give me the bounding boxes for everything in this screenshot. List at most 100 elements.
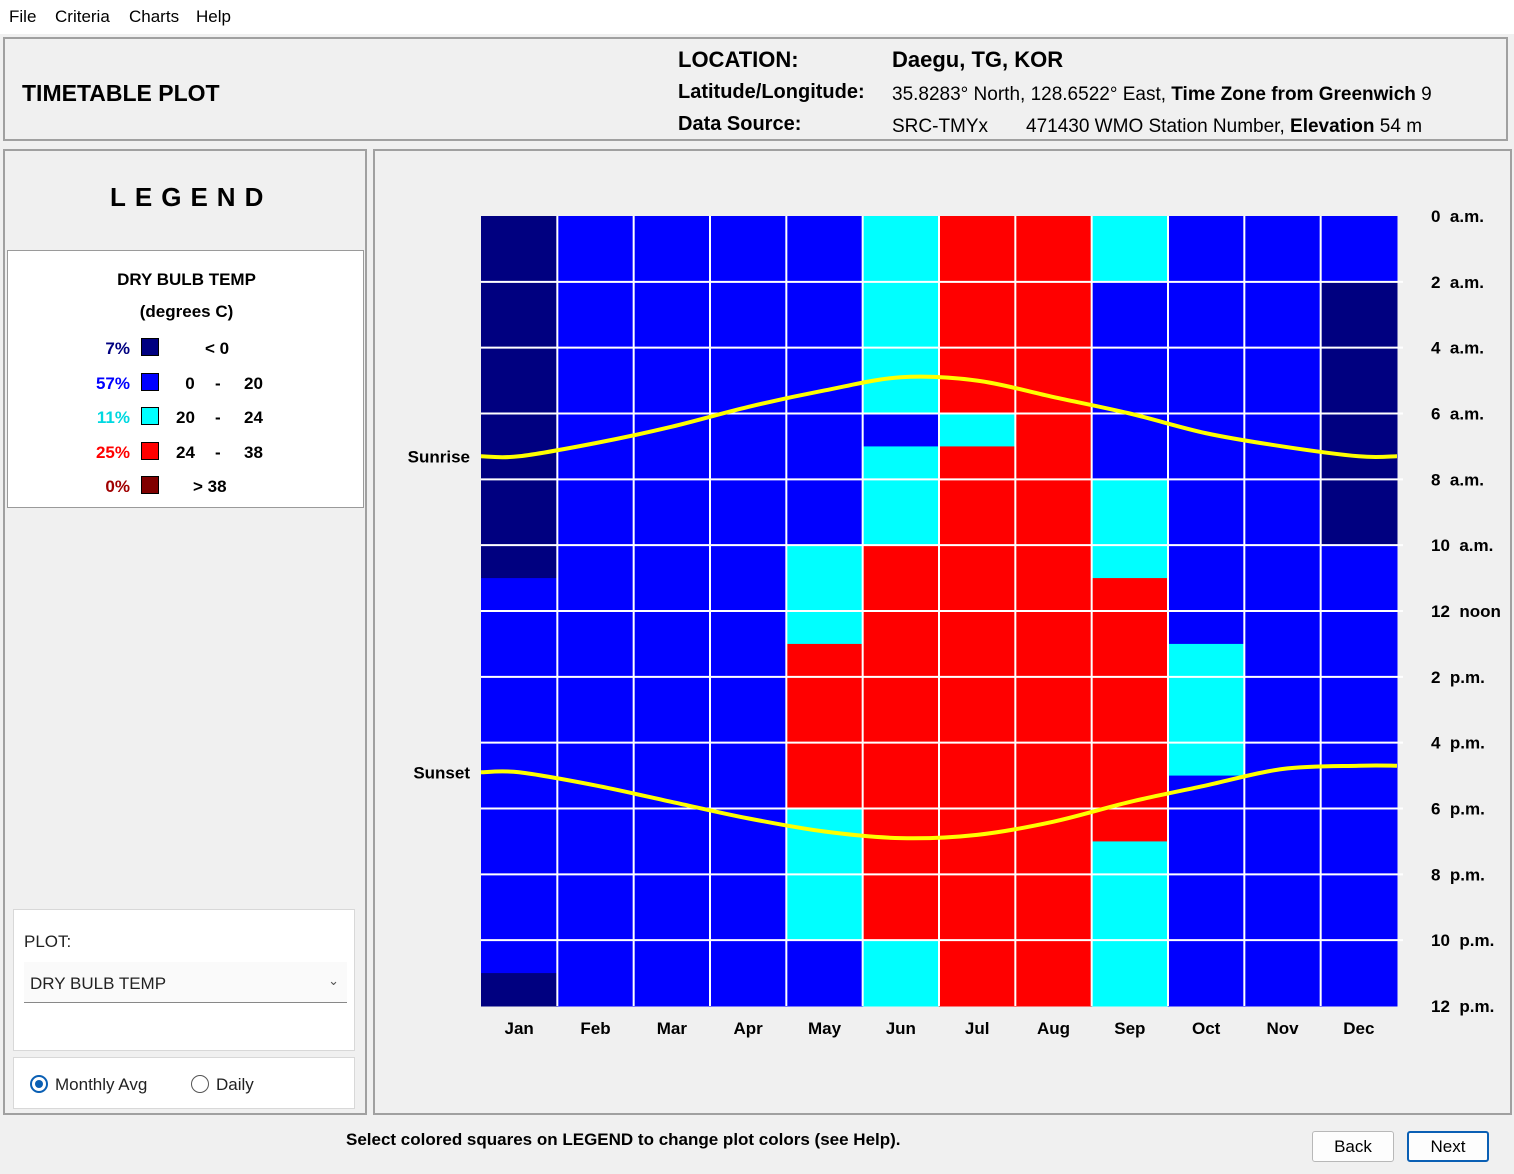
header-panel — [3, 37, 1508, 141]
legend-range-5-low: > 38 — [193, 477, 227, 496]
heatmap-cell — [862, 446, 940, 546]
legend-range-4-low: 24 — [176, 443, 195, 462]
legend-units: (degrees C) — [139, 302, 234, 321]
y-tick-label: 6 p.m. — [1431, 800, 1485, 819]
source-value: SRC-TMYx — [892, 116, 989, 137]
y-tick-label: 12 p.m. — [1431, 997, 1494, 1016]
legend-swatch-1[interactable] — [141, 338, 159, 356]
x-tick-label: Sep — [1114, 1019, 1145, 1038]
x-tick-label: Jun — [886, 1019, 916, 1038]
page-title: TIMETABLE PLOT — [22, 80, 220, 106]
heatmap-cell — [1168, 775, 1245, 1007]
heatmap-cell — [786, 643, 864, 809]
sunset-label: Sunset — [413, 763, 470, 782]
timezone-label: Time Zone from Greenwich — [1171, 84, 1416, 105]
sunrise-label: Sunrise — [408, 447, 470, 466]
legend-pct-4: 25% — [95, 443, 130, 462]
heatmap-cell — [862, 413, 940, 447]
y-tick-label: 12 noon — [1431, 602, 1501, 621]
menu-criteria[interactable]: Criteria — [55, 7, 110, 26]
x-tick-label: Nov — [1266, 1019, 1299, 1038]
y-tick-label: 8 a.m. — [1431, 470, 1484, 489]
footer-note: Select colored squares on LEGEND to chan… — [346, 1130, 901, 1150]
legend-swatch-4[interactable] — [141, 442, 159, 460]
legend-pct-5: 0% — [105, 477, 130, 496]
y-tick-label: 2 a.m. — [1431, 273, 1484, 292]
location-label: LOCATION: — [678, 47, 799, 72]
heatmap-cell — [1168, 643, 1245, 777]
source-label: Data Source: — [678, 113, 802, 135]
latlon-label: Latitude/Longitude: — [678, 81, 865, 103]
legend-range-4-dash: - — [215, 443, 221, 462]
heatmap-cell — [862, 940, 940, 1007]
legend-swatch-5[interactable] — [141, 476, 159, 494]
heatmap-cell — [1168, 216, 1245, 645]
plot-dropdown[interactable]: DRY BULB TEMP ⌄ — [24, 962, 347, 1003]
legend-range-4-high: 38 — [244, 443, 263, 462]
heatmap-cell — [862, 216, 940, 414]
heatmap-cell — [786, 940, 864, 1007]
heatmap-cell — [1091, 479, 1169, 579]
plot-dropdown-value: DRY BULB TEMP — [30, 974, 167, 993]
mode-radio-box — [13, 1057, 355, 1109]
x-tick-label: Aug — [1037, 1019, 1070, 1038]
x-tick-label: Jan — [505, 1019, 534, 1038]
sunrise-line — [480, 374, 1398, 460]
y-tick-label: 4 p.m. — [1431, 734, 1485, 753]
heatmap-cell — [481, 216, 558, 579]
x-tick-label: Mar — [657, 1019, 688, 1038]
station-row: 471430 WMO Station Number, Elevation 54 … — [1026, 116, 1422, 138]
radio-daily[interactable] — [191, 1075, 209, 1093]
legend-range-3-low: 20 — [176, 408, 195, 427]
y-tick-label: 10 p.m. — [1431, 931, 1494, 950]
chevron-down-icon: ⌄ — [328, 973, 339, 988]
latlon-row: 35.8283° North, 128.6522° East, Time Zon… — [892, 84, 1432, 106]
x-tick-label: Apr — [734, 1019, 764, 1038]
station-value: 471430 WMO Station Number, — [1026, 116, 1285, 137]
legend-range-2-low: 0 — [185, 374, 195, 393]
radio-monthly-avg[interactable] — [30, 1075, 48, 1093]
y-tick-label: 8 p.m. — [1431, 865, 1485, 884]
legend-range-3-dash: - — [215, 408, 221, 427]
heatmap-cell — [1320, 216, 1398, 283]
heatmap-cell — [939, 413, 1016, 447]
x-tick-label: Dec — [1343, 1019, 1374, 1038]
legend-pct-1: 7% — [105, 339, 130, 358]
back-button[interactable]: Back — [1312, 1131, 1394, 1162]
menu-charts[interactable]: Charts — [129, 7, 180, 26]
heatmap-cell — [1320, 545, 1398, 1007]
timetable-chart: Sunrise Sunset Jan Feb Mar Apr May Jun Jul Aug Sep… — [408, 207, 1501, 1038]
y-tick-label: 10 a.m. — [1431, 536, 1493, 555]
radio-daily-label[interactable]: Daily — [216, 1075, 254, 1094]
heatmap-cell — [1091, 216, 1169, 283]
footer-note-suffix: to change plot colors (see Help). — [633, 1130, 901, 1149]
legend-range-2-high: 20 — [244, 374, 263, 393]
heatmap-cell — [786, 545, 864, 645]
menu-help[interactable]: Help — [196, 7, 231, 26]
plot-label: PLOT: — [24, 932, 72, 951]
heatmap-cell — [1091, 841, 1169, 1007]
latlon-value: 35.8283° North, 128.6522° East, — [892, 84, 1166, 105]
heatmap-cell — [939, 446, 1016, 1007]
legend-swatch-3[interactable] — [141, 407, 159, 425]
heatmap-cell — [481, 973, 558, 1007]
footer-note-bold: LEGEND — [562, 1130, 634, 1149]
legend-variable: DRY BULB TEMP — [117, 270, 256, 289]
x-tick-label: May — [808, 1019, 842, 1038]
menu-file[interactable]: File — [9, 7, 37, 26]
x-tick-label: Feb — [580, 1019, 610, 1038]
y-tick-label: 0 a.m. — [1431, 207, 1484, 226]
heatmap-cell — [1091, 281, 1169, 480]
next-button[interactable]: Next — [1407, 1131, 1489, 1162]
timezone-value: 9 — [1421, 84, 1432, 105]
location-value: Daegu, TG, KOR — [892, 47, 1064, 72]
legend-title: LEGEND — [110, 182, 273, 212]
radio-monthly-avg-label[interactable]: Monthly Avg — [55, 1075, 148, 1094]
legend-swatch-2[interactable] — [141, 373, 159, 391]
legend-range-2-dash: - — [215, 374, 221, 393]
footer-note-prefix: Select colored squares on — [346, 1130, 563, 1149]
heatmap-cell — [786, 216, 864, 546]
menu-bar: File Criteria Charts Help — [0, 0, 1514, 34]
legend-box: DRY BULB TEMP (degrees C) 7% < 0 57% 0 -… — [7, 250, 364, 508]
x-tick-label: Jul — [965, 1019, 990, 1038]
